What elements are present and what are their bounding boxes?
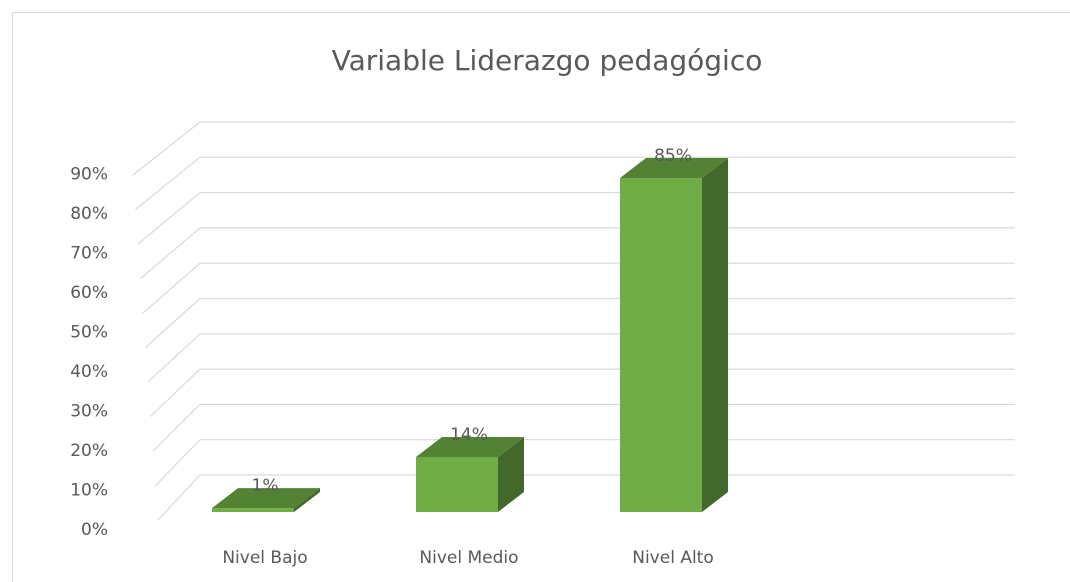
grid-line — [132, 121, 201, 176]
y-tick-label: 50% — [70, 323, 108, 343]
y-tick-label: 90% — [70, 165, 108, 185]
data-label: 85% — [654, 146, 692, 166]
y-tick-label: 40% — [70, 362, 108, 382]
grid-line — [155, 439, 201, 486]
x-tick-label: Nivel Alto — [632, 548, 714, 568]
bar-top — [212, 488, 320, 509]
y-tick-label: 70% — [70, 244, 108, 264]
bar-side — [702, 157, 728, 512]
bar — [620, 177, 702, 512]
y-tick-label: 10% — [70, 481, 108, 501]
bar — [212, 508, 294, 512]
x-tick-label: Nivel Medio — [419, 548, 518, 568]
y-tick-label: 0% — [81, 520, 108, 540]
grid-line — [150, 368, 201, 417]
bar-top — [620, 157, 728, 178]
grid-line — [147, 333, 201, 383]
y-tick-label: 20% — [70, 441, 108, 461]
data-label: 1% — [252, 476, 279, 496]
bar-side — [498, 436, 524, 512]
grid-line — [140, 227, 201, 279]
grid-line — [145, 298, 201, 348]
bar-side — [294, 488, 320, 512]
bar-top — [416, 436, 524, 457]
x-tick-label: Nivel Bajo — [222, 548, 307, 568]
y-tick-label: 30% — [70, 402, 108, 422]
bar — [416, 456, 498, 512]
grid-line — [152, 403, 201, 452]
chart-title: Variable Liderazgo pedagógico — [332, 44, 763, 77]
grid-line — [142, 262, 201, 314]
y-tick-label: 60% — [70, 283, 108, 303]
chart-frame — [12, 12, 1070, 582]
grid-line — [137, 192, 201, 245]
data-label: 14% — [450, 425, 488, 445]
y-tick-label: 80% — [70, 204, 108, 224]
grid-line — [157, 474, 201, 521]
grid-line — [135, 156, 201, 210]
